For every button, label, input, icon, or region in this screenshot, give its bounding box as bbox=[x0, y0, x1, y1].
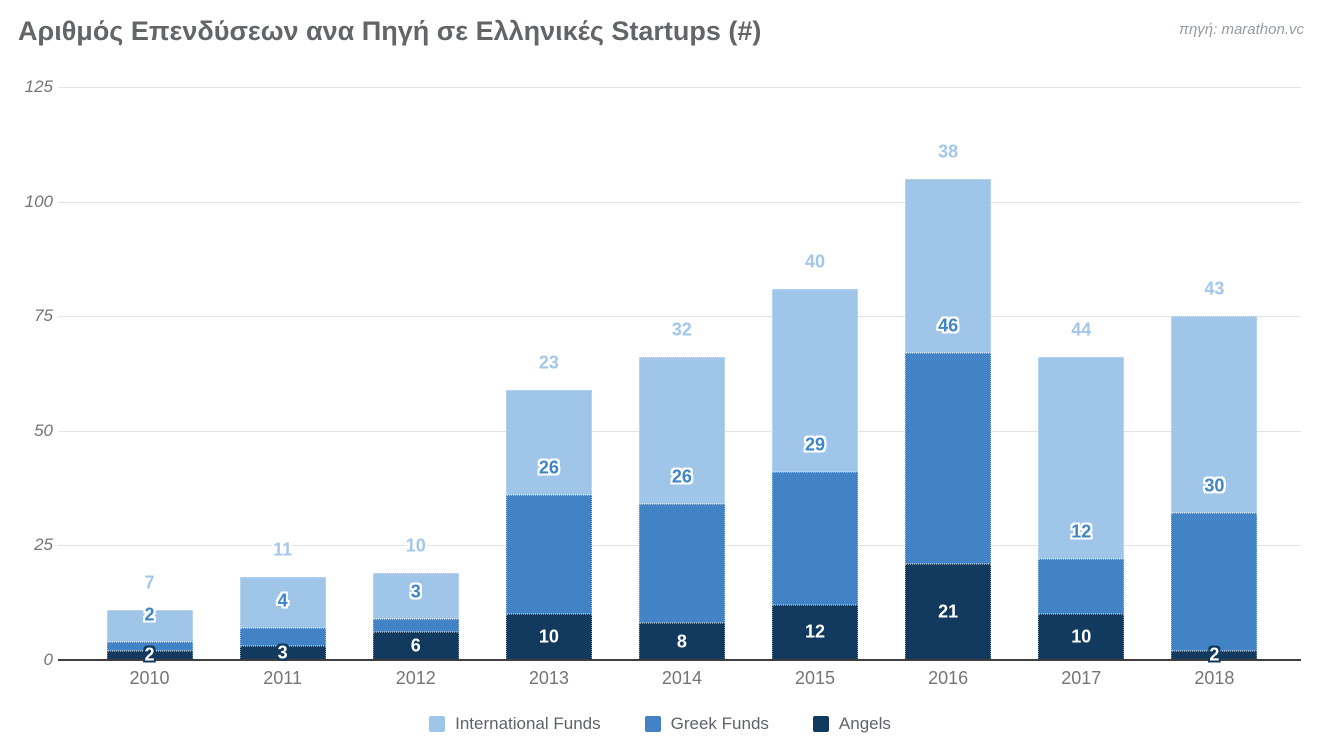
source-note: πηγή: marathon.vc bbox=[1178, 21, 1304, 38]
bar-value-label-greek-funds: 30 bbox=[1204, 475, 1225, 496]
bar-value-label-international-funds: 23 bbox=[538, 352, 559, 373]
x-axis-label: 2017 bbox=[1061, 668, 1102, 688]
bar-segment-international-funds[interactable] bbox=[638, 357, 725, 505]
bar-segment-angels[interactable] bbox=[772, 604, 859, 660]
bar-segment-angels[interactable] bbox=[505, 614, 592, 660]
bar-segment-greek-funds[interactable] bbox=[239, 627, 326, 647]
bar-value-label-international-funds: 32 bbox=[671, 319, 692, 340]
legend-swatch-angels bbox=[812, 716, 829, 732]
y-axis-tick-label: 100 bbox=[24, 191, 53, 211]
y-axis-tick-label: 0 bbox=[43, 650, 53, 669]
bar-segment-greek-funds[interactable] bbox=[905, 352, 992, 564]
bar-value-label-greek-funds: 2 bbox=[144, 604, 155, 625]
bar-segment-greek-funds[interactable] bbox=[106, 641, 193, 651]
x-axis-label: 2015 bbox=[795, 668, 836, 688]
x-axis-label: 2016 bbox=[928, 668, 969, 688]
bar-value-label-greek-funds: 4 bbox=[277, 590, 288, 611]
x-axis-label: 2011 bbox=[263, 668, 302, 688]
bar-value-label-greek-funds: 26 bbox=[538, 457, 559, 478]
bar-segment-greek-funds[interactable] bbox=[1038, 559, 1125, 615]
legend-swatch-international-funds bbox=[429, 716, 446, 732]
bar-value-label-greek-funds: 12 bbox=[1071, 521, 1092, 542]
legend-label-international-funds: International Funds bbox=[455, 714, 601, 733]
legend: International Funds Greek Funds Angels bbox=[0, 714, 1320, 734]
gridline bbox=[58, 87, 1301, 88]
bar-segment-international-funds[interactable] bbox=[905, 178, 992, 353]
chart-title: Αριθμός Επενδύσεων ανα Πηγή σε Ελληνικές… bbox=[18, 16, 762, 46]
y-axis-tick-label: 125 bbox=[24, 77, 53, 96]
bar-segment-greek-funds[interactable] bbox=[772, 472, 859, 605]
bar-value-label-greek-funds: 46 bbox=[938, 315, 959, 336]
bar-value-label-international-funds: 44 bbox=[1071, 319, 1092, 340]
bar-value-label-greek-funds: 3 bbox=[410, 581, 421, 602]
bar-value-label-international-funds: 10 bbox=[405, 535, 426, 556]
y-axis-tick-label: 75 bbox=[34, 306, 53, 326]
legend-label-angels: Angels bbox=[838, 714, 891, 733]
bar-value-label-international-funds: 7 bbox=[144, 572, 155, 593]
legend-item-greek-funds[interactable]: Greek Funds bbox=[644, 714, 769, 734]
bar-segment-angels[interactable] bbox=[1038, 614, 1125, 660]
bar-segment-international-funds[interactable] bbox=[1038, 357, 1125, 560]
bar-segment-angels[interactable] bbox=[638, 623, 725, 660]
legend-label-greek-funds: Greek Funds bbox=[670, 714, 769, 733]
legend-item-angels[interactable]: Angels bbox=[812, 714, 891, 734]
bar-value-label-angels: 8 bbox=[676, 631, 687, 652]
gridline bbox=[58, 201, 1301, 203]
bar-value-label-angels: 12 bbox=[805, 621, 826, 642]
x-axis-label: 2012 bbox=[395, 668, 436, 688]
x-axis-label: 2018 bbox=[1194, 668, 1235, 688]
bar-value-label-angels: 10 bbox=[538, 626, 559, 647]
bar-segment-angels[interactable] bbox=[372, 632, 459, 660]
bar-value-label-angels: 2 bbox=[1209, 644, 1220, 665]
bar-value-label-greek-funds: 26 bbox=[671, 466, 692, 487]
bar-segment-greek-funds[interactable] bbox=[372, 618, 459, 633]
bar-segment-greek-funds[interactable] bbox=[1171, 513, 1258, 651]
bar-segment-international-funds[interactable] bbox=[106, 609, 193, 642]
bar-segment-greek-funds[interactable] bbox=[505, 494, 592, 615]
bar-value-label-international-funds: 40 bbox=[805, 251, 826, 272]
bar-value-label-international-funds: 11 bbox=[273, 539, 293, 560]
bar-value-label-international-funds: 38 bbox=[938, 141, 959, 162]
bar-segment-international-funds[interactable] bbox=[239, 577, 326, 628]
bar-value-label-angels: 3 bbox=[277, 642, 288, 663]
x-axis-baseline bbox=[58, 659, 1301, 661]
x-axis-label: 2013 bbox=[528, 668, 569, 688]
bar-segment-international-funds[interactable] bbox=[772, 288, 859, 473]
bar-value-label-angels: 2 bbox=[144, 644, 155, 665]
bar-value-label-international-funds: 43 bbox=[1204, 278, 1225, 299]
bar-segment-international-funds[interactable] bbox=[372, 572, 459, 619]
bar-segment-international-funds[interactable] bbox=[1171, 316, 1258, 514]
bar-segment-international-funds[interactable] bbox=[505, 389, 592, 495]
y-axis-tick-label: 25 bbox=[34, 535, 53, 555]
legend-item-international-funds[interactable]: International Funds bbox=[429, 714, 601, 734]
x-axis-label: 2014 bbox=[661, 668, 702, 688]
bar-value-label-angels: 6 bbox=[410, 635, 421, 656]
bar-segment-greek-funds[interactable] bbox=[638, 504, 725, 624]
legend-swatch-greek-funds bbox=[644, 716, 661, 732]
gridline bbox=[58, 316, 1301, 318]
x-axis-label: 2010 bbox=[129, 668, 170, 688]
y-axis-tick-label: 50 bbox=[34, 420, 53, 440]
bar-value-label-angels: 21 bbox=[938, 601, 959, 622]
bar-value-label-angels: 10 bbox=[1071, 626, 1092, 647]
bar-value-label-greek-funds: 29 bbox=[805, 434, 826, 455]
